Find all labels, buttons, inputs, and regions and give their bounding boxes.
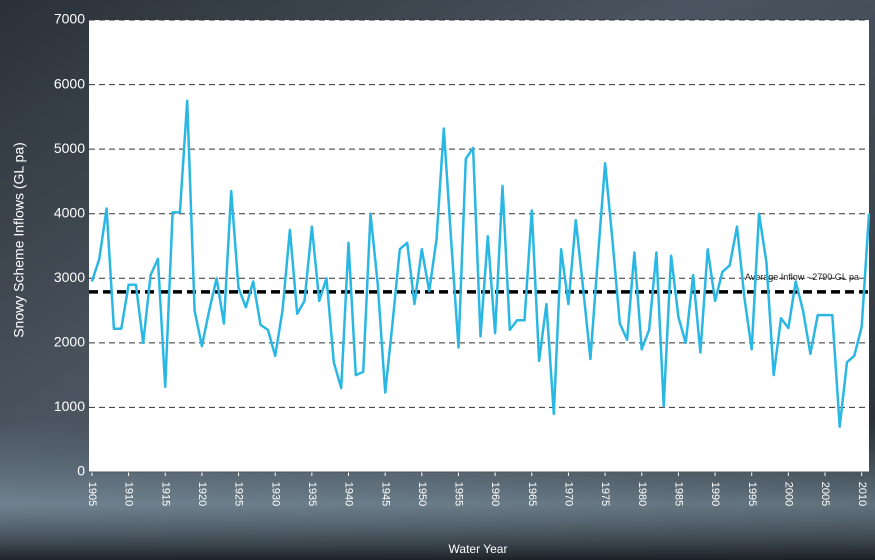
x-tick-label: 1955 (453, 482, 465, 506)
x-tick-label: 1970 (563, 482, 575, 506)
y-tick-label: 7000 (54, 11, 85, 27)
x-tick-label: 1980 (636, 482, 648, 506)
x-tick-label: 1940 (343, 482, 355, 506)
x-tick-label: 1965 (526, 482, 538, 506)
x-tick-label: 1935 (306, 482, 318, 506)
x-tick-label: 1995 (746, 482, 758, 506)
x-tick-label: 2000 (782, 482, 794, 506)
y-tick-label: 4000 (54, 204, 85, 220)
x-tick-label: 1990 (709, 482, 721, 506)
plot-area (89, 20, 869, 472)
x-tick-label: 1915 (159, 482, 171, 506)
x-axis-title: Water Year (449, 542, 508, 556)
y-tick-label: 6000 (54, 75, 85, 91)
x-tick-label: 1985 (672, 482, 684, 506)
x-tick-label: 1905 (86, 482, 98, 506)
x-tick-label: 1930 (269, 482, 281, 506)
x-tick-label: 2005 (819, 482, 831, 506)
y-tick-label: 0 (77, 463, 85, 479)
x-tick-label: 1975 (599, 482, 611, 506)
y-tick-label: 1000 (54, 398, 85, 414)
x-tick-label: 2010 (856, 482, 868, 506)
x-tick-label: 1945 (379, 482, 391, 506)
data-line (90, 99, 871, 429)
x-tick-label: 1920 (196, 482, 208, 506)
average-label: Average Inflow - 2790 GL pa (745, 272, 859, 282)
x-tick-label: 1960 (489, 482, 501, 506)
x-tick-label: 1950 (416, 482, 428, 506)
x-tick-label: 1910 (123, 482, 135, 506)
y-axis-title: Snowy Scheme Inflows (GL pa) (11, 142, 27, 338)
y-tick-label: 5000 (54, 140, 85, 156)
y-tick-label: 3000 (54, 269, 85, 285)
x-tick-label: 1925 (233, 482, 245, 506)
y-tick-label: 2000 (54, 334, 85, 350)
